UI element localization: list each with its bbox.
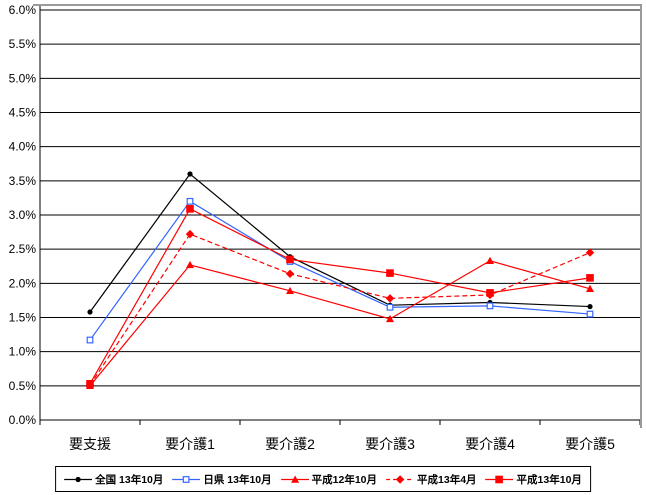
square-marker [86, 379, 94, 388]
y-axis-label: 3.0% [9, 208, 37, 222]
y-axis-label: 3.5% [9, 174, 37, 188]
square-marker [486, 289, 494, 297]
diamond-marker [185, 229, 195, 239]
open-square-marker [182, 475, 190, 483]
open-square-marker [486, 302, 494, 310]
square-marker [386, 269, 394, 277]
y-axis-label: 4.5% [9, 106, 37, 120]
square-marker [186, 205, 194, 213]
x-axis-label: 要支援 [69, 436, 111, 452]
square-marker [495, 475, 504, 483]
series-line-4 [89, 208, 591, 385]
open-square-marker [386, 303, 394, 311]
triangle-marker [286, 286, 294, 295]
y-axis-label: 0.5% [9, 379, 37, 393]
y-axis-label: 5.5% [9, 37, 37, 51]
diamond-marker [395, 474, 405, 484]
chart-border-right [640, 4, 642, 428]
legend-item-0: 全国 13年10月 [64, 472, 163, 487]
legend-key-0 [64, 476, 93, 482]
circle-marker [187, 171, 193, 177]
series-line-0 [89, 173, 591, 313]
y-axis-label: 1.5% [9, 311, 37, 325]
y-axis-label: 2.5% [9, 242, 37, 256]
x-axis-label: 要介護1 [165, 436, 215, 452]
y-axis-label: 6.0% [9, 3, 37, 17]
legend-key-2 [280, 475, 309, 483]
y-axis-label: 4.0% [9, 140, 37, 154]
x-axis-label: 要介護2 [265, 436, 315, 452]
y-axis-label: 2.0% [9, 276, 37, 290]
triangle-marker [586, 284, 594, 292]
circle-marker [587, 303, 593, 310]
legend-label: 平成13年4月 [417, 473, 477, 486]
open-square-marker [586, 310, 594, 318]
triangle-marker [186, 260, 194, 269]
legend-key-3 [386, 474, 415, 484]
circle-marker [87, 309, 93, 315]
triangle-marker [290, 475, 299, 483]
legend-item-1: 日県 13年10月 [172, 472, 272, 487]
open-square-marker [86, 336, 94, 344]
open-square-marker [186, 197, 194, 205]
circle-marker [75, 476, 81, 482]
diamond-marker [285, 269, 295, 278]
legend-key-1 [172, 475, 201, 483]
triangle-marker [486, 256, 494, 264]
y-axis-label: 1.0% [9, 345, 37, 359]
chart-border-top [33, 4, 642, 6]
x-axis-label: 要介護5 [565, 436, 615, 452]
legend-item-2: 平成12年10月 [280, 472, 378, 487]
y-axis-label: 5.0% [9, 71, 37, 85]
square-marker [586, 274, 594, 282]
legend-label: 全国 13年10月 [95, 473, 164, 486]
series-line-3 [89, 233, 591, 386]
legend: 全国 13年10月 日県 13年10月 平成12年10月 平成13年4月 平成13年10… [55, 466, 591, 492]
x-axis-label: 要介護3 [365, 436, 415, 452]
legend-key-4 [485, 475, 514, 483]
triangle-marker [386, 314, 394, 323]
legend-item-3: 平成13年4月 [386, 472, 477, 487]
square-marker [286, 255, 294, 264]
legend-label: 日県 13年10月 [203, 473, 272, 486]
legend-label: 平成12年10月 [311, 473, 378, 486]
y-axis-label: 0.0% [9, 413, 37, 427]
legend-item-4: 平成13年10月 [485, 472, 582, 487]
legend-label: 平成13年10月 [516, 473, 582, 486]
diamond-marker [385, 294, 395, 303]
x-axis-label: 要介護4 [465, 436, 515, 452]
diamond-marker [585, 248, 595, 257]
series-line-1 [89, 200, 591, 341]
series-line-2 [89, 260, 591, 387]
